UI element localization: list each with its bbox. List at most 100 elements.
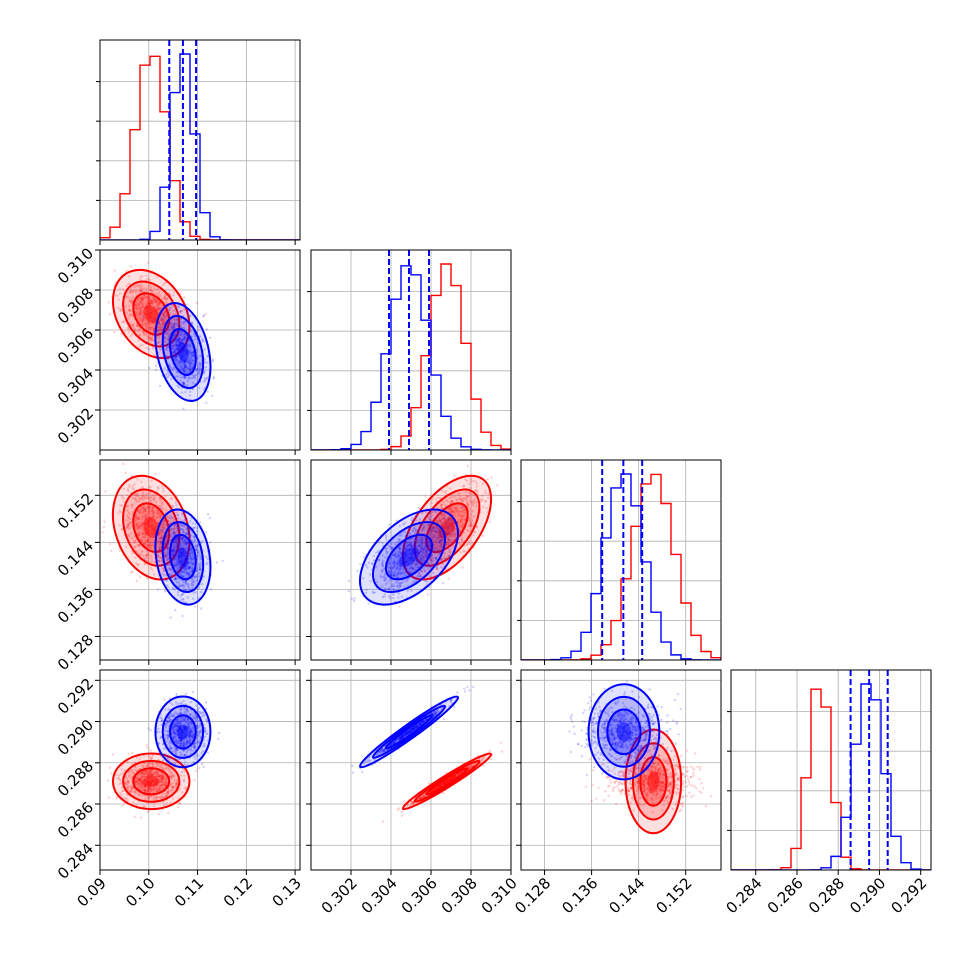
scatter-point [175,577,178,580]
scatter-point [428,512,432,515]
scatter-point [172,554,175,557]
scatter-point [191,562,194,565]
scatter-point [411,529,415,532]
scatter-point [426,593,429,596]
scatter-point [176,567,180,570]
scatter-point [381,564,384,568]
scatter-point [431,527,434,530]
scatter-point [481,482,485,485]
scatter-point [186,384,189,387]
scatter-point [449,508,452,511]
scatter-point [126,783,129,786]
scatter-point [141,776,144,779]
scatter-point [138,497,141,500]
scatter-point [145,514,149,517]
scatter-point [443,555,446,558]
scatter-point [158,787,161,790]
scatter-point [150,757,153,760]
scatter-point [462,485,466,488]
scatter-point [439,519,443,522]
scatter-point [179,571,182,575]
scatter-point [158,384,162,388]
scatter-point [396,576,399,579]
scatter-point [447,539,451,542]
scatter-point [426,523,430,526]
scatter-point [137,778,140,782]
scatter-point [199,362,202,366]
scatter-point [439,565,443,569]
scatter-point [144,534,148,537]
scatter-point [148,486,151,489]
scatter-point [138,758,141,761]
scatter-point [447,508,451,511]
scatter-point [390,545,393,549]
scatter-point [418,536,421,539]
scatter-point [145,321,148,325]
scatter-point [175,504,178,507]
scatter-point [167,363,171,366]
scatter-point [161,772,164,776]
scatter-point [132,801,135,804]
scatter-panel-2-1 [306,459,512,665]
scatter-point [171,789,175,792]
scatter-point [390,542,393,546]
scatter-point [173,561,177,564]
scatter-point [174,575,178,578]
scatter-point [123,769,126,772]
scatter-point [137,544,141,547]
scatter-point [422,524,425,527]
scatter-point [164,344,168,347]
scatter-point [175,540,178,544]
scatter-point [121,789,124,792]
scatter-point [189,362,192,365]
scatter-point [138,777,141,781]
scatter-point [443,515,446,518]
scatter-point [136,284,139,288]
scatter-point [426,539,430,542]
scatter-point [158,325,161,328]
scatter-point [155,795,158,799]
scatter-point [185,589,188,592]
scatter-point [187,338,190,341]
scatter-point [145,764,148,768]
scatter-point [158,765,161,769]
scatter-point [179,379,182,382]
scatter-point [157,322,160,325]
scatter-point [174,553,177,556]
scatter-point [118,292,122,295]
scatter-point [186,547,189,550]
scatter-point [115,773,118,776]
scatter-point [397,554,400,558]
scatter-point [378,559,381,562]
scatter-point [168,373,171,377]
scatter-point [177,524,180,527]
scatter-point [157,301,160,304]
scatter-point [174,356,178,359]
scatter-point [439,543,442,546]
scatter-point [183,588,186,591]
scatter-point [195,337,198,341]
scatter-point [189,344,192,347]
scatter-point [141,773,144,776]
scatter-point [189,370,192,373]
scatter-point [410,541,413,544]
scatter-point [142,316,145,319]
scatter-point [143,496,146,499]
scatter-point [140,785,144,788]
scatter-point [169,775,173,778]
scatter-point [426,524,429,527]
scatter-point [165,344,169,347]
scatter-point [174,348,177,351]
scatter-point [424,565,427,569]
scatter-point [171,782,174,785]
scatter-point [167,338,170,341]
scatter-point [406,580,409,583]
scatter-point [149,302,153,305]
scatter-point [174,343,178,347]
scatter-point [168,309,171,312]
scatter-point [165,535,168,539]
scatter-point [196,529,199,533]
scatter-point [177,340,180,344]
scatter-point [423,555,426,558]
scatter-point [383,595,386,598]
